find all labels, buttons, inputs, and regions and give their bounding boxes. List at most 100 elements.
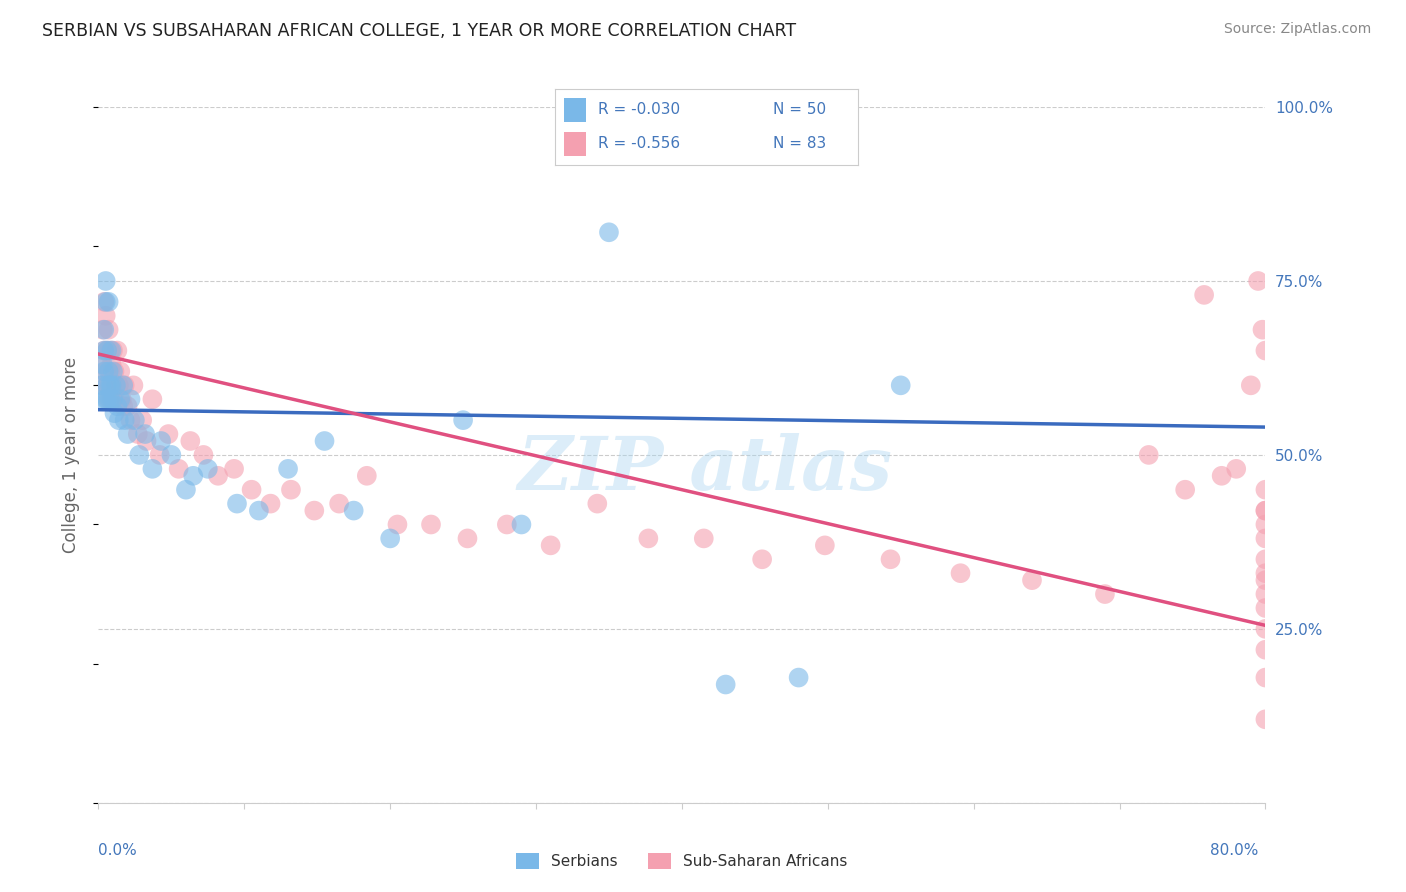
Point bbox=[1254, 343, 1277, 358]
Point bbox=[120, 413, 142, 427]
Point bbox=[103, 364, 125, 378]
Point bbox=[1254, 552, 1277, 566]
Text: 0.0%: 0.0% bbox=[98, 843, 138, 858]
Point bbox=[100, 358, 122, 372]
Point bbox=[179, 434, 201, 448]
Point bbox=[226, 497, 249, 511]
Text: N = 83: N = 83 bbox=[773, 136, 827, 152]
Point bbox=[108, 413, 131, 427]
Point bbox=[98, 343, 121, 358]
Point bbox=[314, 434, 336, 448]
Point bbox=[343, 503, 366, 517]
Point bbox=[510, 517, 533, 532]
Point bbox=[259, 497, 281, 511]
Point bbox=[240, 483, 263, 497]
Point bbox=[96, 378, 118, 392]
Point bbox=[1254, 532, 1277, 546]
Point bbox=[134, 427, 156, 442]
Point bbox=[117, 399, 139, 413]
Point bbox=[96, 343, 118, 358]
Point bbox=[93, 343, 115, 358]
Point bbox=[1254, 566, 1277, 581]
Point bbox=[105, 399, 128, 413]
Point bbox=[277, 462, 299, 476]
Point bbox=[1137, 448, 1160, 462]
Point bbox=[1254, 587, 1277, 601]
Point bbox=[1254, 573, 1277, 587]
Point bbox=[879, 552, 901, 566]
Point bbox=[98, 378, 121, 392]
Point bbox=[94, 294, 117, 309]
Point bbox=[124, 413, 146, 427]
Point bbox=[1254, 601, 1277, 615]
Point bbox=[378, 532, 402, 546]
Point bbox=[280, 483, 302, 497]
Point bbox=[101, 392, 124, 407]
Point bbox=[94, 274, 117, 288]
Point bbox=[117, 427, 139, 442]
Point bbox=[328, 497, 350, 511]
Point bbox=[356, 468, 378, 483]
Point bbox=[90, 358, 112, 372]
Point bbox=[714, 677, 737, 691]
Point bbox=[540, 538, 562, 552]
Point bbox=[193, 448, 215, 462]
Point bbox=[949, 566, 972, 581]
Point bbox=[97, 364, 120, 378]
Point bbox=[157, 427, 180, 442]
Point bbox=[222, 462, 245, 476]
Point bbox=[1240, 378, 1263, 392]
Point bbox=[112, 399, 135, 413]
Point bbox=[149, 448, 172, 462]
Point bbox=[96, 392, 118, 407]
Point bbox=[495, 517, 517, 532]
Point bbox=[637, 532, 659, 546]
Point bbox=[693, 532, 716, 546]
Point bbox=[93, 294, 115, 309]
Point bbox=[97, 392, 120, 407]
Point bbox=[105, 343, 128, 358]
Point bbox=[1254, 712, 1277, 726]
Point bbox=[96, 343, 118, 358]
Point bbox=[111, 392, 134, 407]
Point bbox=[174, 483, 197, 497]
Text: ZIP atlas: ZIP atlas bbox=[517, 433, 893, 505]
Point bbox=[104, 378, 127, 392]
Point bbox=[456, 532, 478, 546]
Point bbox=[197, 462, 219, 476]
Point bbox=[91, 358, 114, 372]
Point bbox=[420, 517, 443, 532]
Text: R = -0.556: R = -0.556 bbox=[598, 136, 681, 152]
Text: R = -0.030: R = -0.030 bbox=[598, 103, 681, 117]
Point bbox=[103, 392, 125, 407]
Point bbox=[91, 378, 114, 392]
Point bbox=[751, 552, 773, 566]
Point bbox=[181, 468, 204, 483]
Point bbox=[1251, 323, 1274, 337]
Text: 80.0%: 80.0% bbox=[1211, 843, 1258, 858]
Point bbox=[103, 406, 125, 420]
Text: N = 50: N = 50 bbox=[773, 103, 827, 117]
Point bbox=[1254, 517, 1277, 532]
Point bbox=[160, 448, 183, 462]
Point bbox=[94, 364, 117, 378]
Point bbox=[110, 392, 132, 407]
Y-axis label: College, 1 year or more: College, 1 year or more bbox=[62, 357, 80, 553]
Point bbox=[104, 378, 127, 392]
Text: Source: ZipAtlas.com: Source: ZipAtlas.com bbox=[1223, 22, 1371, 37]
Point bbox=[97, 323, 120, 337]
Point bbox=[90, 378, 112, 392]
Point bbox=[97, 294, 120, 309]
Point bbox=[1211, 468, 1233, 483]
Point bbox=[98, 364, 121, 378]
Point bbox=[1192, 288, 1215, 302]
Point bbox=[586, 497, 609, 511]
Point bbox=[1247, 274, 1270, 288]
Point bbox=[304, 503, 326, 517]
Point bbox=[94, 392, 117, 407]
Point bbox=[598, 225, 620, 239]
Point bbox=[122, 378, 145, 392]
Point bbox=[101, 343, 124, 358]
Point bbox=[247, 503, 270, 517]
Point bbox=[91, 392, 114, 407]
